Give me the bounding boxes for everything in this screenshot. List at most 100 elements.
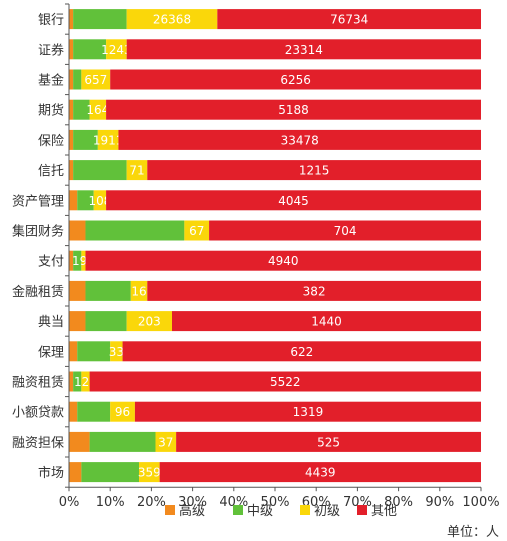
x-tick-label: 90% [425,495,454,510]
bar-segment-junior [130,280,148,301]
legend-label: 其他 [371,504,397,519]
data-label: 4439 [305,466,336,480]
category-label: 支付 [38,255,64,270]
bar-segment-other [159,462,481,483]
data-label: 1243 [101,43,132,57]
data-label: 5522 [270,375,301,389]
data-label: 1440 [311,315,342,329]
x-tick-label: 0% [59,495,80,510]
bar-segment-intermediate [73,69,82,90]
legend-label: 初级 [314,504,340,519]
data-label: 4940 [268,254,299,268]
data-label: 96 [115,405,130,419]
data-label: 164 [86,103,109,117]
bar-segment-other [85,250,481,271]
bar-segment-junior [110,401,135,422]
bar-segment-senior [69,341,78,362]
legend-swatch [357,505,367,515]
legend-swatch [300,505,310,515]
category-label: 资产管理 [12,194,64,209]
bar-segment-intermediate [73,250,82,271]
data-label: 108 [88,194,111,208]
bar-segment-senior [69,99,74,120]
bar-segment-junior [81,69,111,90]
data-label: 33478 [281,133,319,147]
category-label: 信托 [38,164,64,179]
bar-segment-junior [110,341,123,362]
x-tick-label: 100% [462,495,499,510]
bar-segment-other [110,69,481,90]
bar-segment-intermediate [73,99,90,120]
bar-segment-intermediate [81,462,140,483]
data-label: 704 [334,224,357,238]
category-label: 保理 [38,345,64,360]
bar-segment-junior [93,190,107,211]
data-label: 1911 [93,133,124,147]
data-label: 37 [158,435,173,449]
category-label: 集团财务 [12,224,64,240]
bar-segment-junior [97,129,119,150]
bar-segment-senior [69,431,90,452]
bar-segment-other [172,311,481,332]
bar-segment-intermediate [85,280,131,301]
bar-segment-senior [69,220,86,241]
data-label: 359 [138,466,161,480]
data-label: 76734 [330,13,368,27]
data-label: 5188 [278,103,309,117]
bar-segment-intermediate [85,220,185,241]
data-label: 4045 [278,194,309,208]
bar-segment-senior [69,462,82,483]
bar-segment-intermediate [77,341,111,362]
x-tick-label: 80% [384,495,413,510]
bar-segment-intermediate [77,190,94,211]
bar-segment-senior [69,190,78,211]
bar-segment-intermediate [73,9,127,30]
bar-segment-junior [81,250,86,271]
category-label: 银行 [38,13,64,28]
data-label: 525 [317,435,340,449]
category-label: 市场 [38,465,64,481]
category-label: 证券 [38,42,64,58]
data-label: 657 [84,73,107,87]
category-label: 金融租赁 [12,284,64,300]
bar-segment-senior [69,311,86,332]
bar-segment-junior [126,311,172,332]
bar-segment-intermediate [85,311,127,332]
category-label: 基金 [38,73,64,89]
bar-segment-senior [69,371,74,392]
bar-segment-junior [81,371,90,392]
data-label: 23314 [285,43,323,57]
bar-segment-intermediate [73,371,82,392]
bar-segment-junior [184,220,210,241]
category-label: 期货 [38,103,64,119]
legend-label: 中级 [247,504,273,519]
bar-segment-other [126,39,482,60]
data-label: 6256 [280,73,311,87]
bar-segment-intermediate [73,160,127,181]
x-tick-label: 20% [137,495,166,510]
category-label: 保险 [38,134,64,149]
bar-segment-senior [69,69,74,90]
data-label: 33 [109,345,124,359]
x-axis: 0% 10% 20% 30% 40% 50% 60% 70% 80% 90% 100% [59,3,500,510]
bar-segment-junior [126,160,148,181]
bar-segment-senior [69,39,74,60]
bar-segment-other [176,431,481,452]
data-label: 203 [138,315,161,329]
bar-segment-other [106,99,481,120]
bar-segment-intermediate [89,431,156,452]
data-label: 26368 [153,13,191,27]
bar-segment-other [89,371,481,392]
data-label: 71 [129,164,144,178]
bar-segment-junior [126,9,218,30]
bar-segment-senior [69,9,74,30]
bar-segment-other [118,129,481,150]
legend-swatch [165,505,175,515]
bar-segment-intermediate [73,39,107,60]
x-tick-label: 10% [96,495,125,510]
category-labels: 银行证券基金期货保险信托资产管理集团财务支付金融租赁典当保理融资租赁小额贷款融资… [12,13,64,481]
category-label: 融资租赁 [12,376,64,391]
category-label: 小额贷款 [12,406,64,421]
